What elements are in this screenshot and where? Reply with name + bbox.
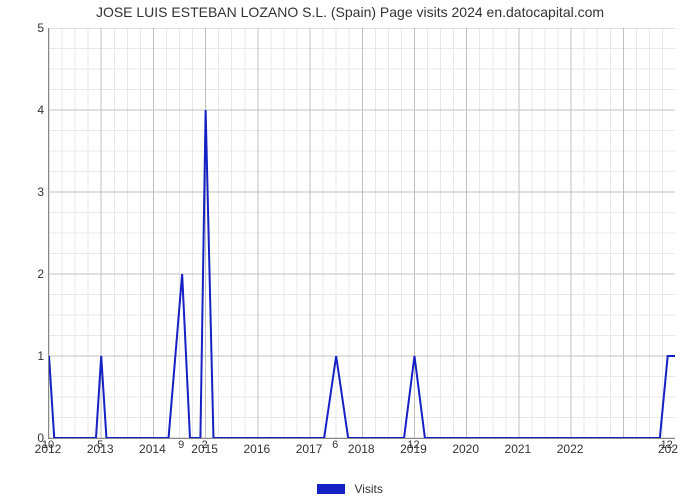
x-tick-label: 2018 <box>348 442 375 456</box>
datapoint-label: 2 <box>202 439 208 451</box>
chart-title: JOSE LUIS ESTEBAN LOZANO S.L. (Spain) Pa… <box>0 4 700 20</box>
x-tick-label: 2016 <box>243 442 270 456</box>
datapoint-label: 12 <box>407 439 419 451</box>
legend: Visits <box>0 481 700 496</box>
datapoint-label: 10 <box>42 439 54 451</box>
legend-swatch <box>317 484 345 494</box>
plot-area <box>48 28 675 439</box>
legend-label: Visits <box>354 482 382 496</box>
x-tick-label: 2022 <box>557 442 584 456</box>
datapoint-label: 9 <box>178 439 184 451</box>
y-tick-label: 5 <box>14 21 44 35</box>
y-tick-label: 2 <box>14 267 44 281</box>
datapoint-label: 12 <box>661 439 673 451</box>
chart-container: { "chart": { "type": "line", "title": "J… <box>0 0 700 500</box>
y-tick-label: 4 <box>14 103 44 117</box>
x-tick-label: 2014 <box>139 442 166 456</box>
datapoint-label: 5 <box>97 439 103 451</box>
y-tick-label: 3 <box>14 185 44 199</box>
x-tick-label: 2017 <box>296 442 323 456</box>
x-tick-label: 2020 <box>452 442 479 456</box>
y-tick-label: 1 <box>14 349 44 363</box>
datapoint-label: 6 <box>332 439 338 451</box>
plot-svg <box>49 28 675 438</box>
x-tick-label: 2021 <box>505 442 532 456</box>
